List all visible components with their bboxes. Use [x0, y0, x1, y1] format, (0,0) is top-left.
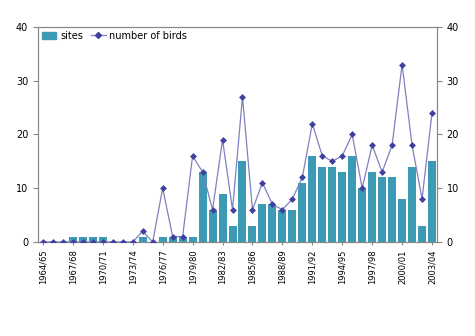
Bar — [209, 210, 217, 242]
Bar — [398, 199, 406, 242]
Bar — [368, 172, 376, 242]
Bar — [428, 161, 436, 242]
Bar — [179, 237, 187, 242]
Bar — [358, 188, 366, 242]
Bar — [139, 237, 147, 242]
Bar — [248, 226, 256, 242]
Bar — [89, 237, 97, 242]
Bar — [228, 226, 237, 242]
Bar — [199, 172, 207, 242]
Bar — [328, 167, 336, 242]
Bar — [288, 210, 296, 242]
Bar — [418, 226, 426, 242]
Bar — [189, 237, 197, 242]
Bar — [408, 167, 416, 242]
Bar — [159, 237, 167, 242]
Bar — [238, 161, 247, 242]
Legend: sites, number of birds: sites, number of birds — [38, 27, 191, 45]
Bar — [69, 237, 77, 242]
Bar — [278, 210, 286, 242]
Bar — [268, 204, 276, 242]
Bar — [308, 156, 316, 242]
Bar — [99, 237, 107, 242]
Bar — [298, 183, 306, 242]
Bar — [169, 237, 177, 242]
Bar — [79, 237, 87, 242]
Bar — [388, 177, 396, 242]
Bar — [218, 194, 227, 242]
Bar — [258, 204, 266, 242]
Bar — [338, 172, 346, 242]
Bar — [318, 167, 326, 242]
Bar — [378, 177, 386, 242]
Bar — [348, 156, 356, 242]
